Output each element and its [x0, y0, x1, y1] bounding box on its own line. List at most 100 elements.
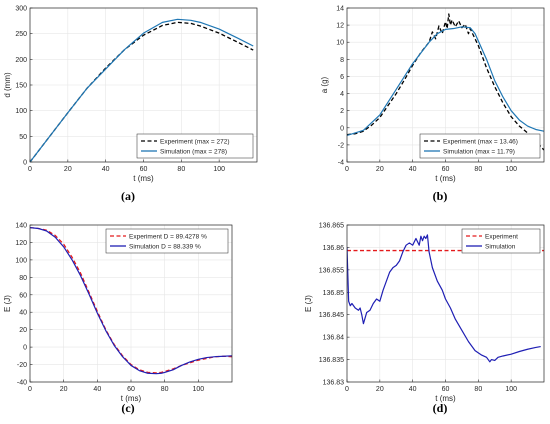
axes-box	[29, 7, 258, 163]
y-tick-label: 60	[19, 292, 27, 299]
legend-entry: Simulation (max = 11.79)	[443, 148, 515, 155]
legend-box	[461, 228, 541, 254]
legend-entry: Experiment D = 89.4278 %	[129, 233, 207, 240]
panel-4: 0 20 40 60 80 100 136.83 136.835 136.84 136.845 13…	[304, 223, 545, 415]
panel-2: 0 20 40 60 80 100 -4 -2 0 2 4 6 8 10 12 14 t (ms) a (g) Ex…	[320, 6, 545, 203]
y-tick-label: 136.835	[319, 357, 344, 364]
y-tick-label: 200	[15, 57, 27, 64]
panel-caption: (b)	[433, 189, 448, 203]
x-tick-label: 60	[140, 166, 148, 173]
y-tick-label: 0	[23, 160, 27, 167]
y-tick-label: 136.865	[319, 223, 344, 230]
x-tick-label: 80	[177, 166, 185, 173]
y-axis-label: d (mm)	[3, 72, 12, 98]
y-tick-label: 4	[340, 91, 344, 98]
legend: Experiment Simulation	[461, 228, 541, 254]
x-axis-label: t (ms)	[121, 394, 142, 403]
y-tick-label: -20	[17, 362, 27, 369]
axes-box	[29, 224, 233, 383]
panel-caption: (a)	[121, 189, 135, 203]
panel-caption: (c)	[121, 401, 134, 415]
panel-1: 0 20 40 60 80 100 0 50 100 150 200 250 300 t (ms) d (m…	[3, 6, 258, 203]
y-tick-label: 136.84	[323, 335, 345, 342]
x-tick-label: 100	[192, 386, 204, 393]
y-tick-label: -4	[338, 160, 344, 167]
y-axis-label: a (g)	[320, 76, 329, 93]
panel-caption: (d)	[433, 401, 448, 415]
y-tick-label: 50	[19, 134, 27, 141]
y-tick-label: 0	[340, 125, 344, 132]
axes-box	[346, 224, 545, 383]
legend-box	[419, 133, 541, 159]
y-tick-label: 250	[15, 31, 27, 38]
x-tick-label: 40	[93, 386, 101, 393]
legend-entry: Experiment (max = 272)	[160, 138, 230, 145]
x-axis-label: t (ms)	[435, 394, 456, 403]
legend-box	[105, 228, 229, 254]
y-axis-label: E (J)	[304, 295, 313, 312]
x-tick-label: 100	[213, 166, 225, 173]
x-tick-label: 0	[28, 166, 32, 173]
legend-entry: Simulation D = 88.339 %	[129, 243, 201, 250]
y-tick-label: 8	[340, 57, 344, 64]
y-tick-label: 2	[340, 108, 344, 115]
panel-3: 0 20 40 60 80 100 -40 -20 0 20 40 60 80 100 120 140 t (m…	[3, 223, 233, 415]
y-axis-label: E (J)	[3, 295, 12, 312]
x-tick-label: 0	[28, 386, 32, 393]
x-tick-label: 40	[409, 166, 417, 173]
x-tick-label: 40	[409, 386, 417, 393]
axes-box	[346, 7, 545, 163]
y-tick-label: 20	[19, 327, 27, 334]
series-line-2	[30, 18, 254, 162]
series-line-2	[347, 234, 541, 363]
x-axis-label: t (ms)	[435, 174, 456, 183]
legend: Experiment (max = 13.46) Simulation (max …	[419, 133, 541, 159]
legend-entry: Simulation (max = 278)	[160, 148, 227, 155]
x-tick-label: 20	[376, 166, 384, 173]
x-tick-label: 0	[345, 166, 349, 173]
series-line-1	[30, 226, 232, 374]
y-tick-label: 136.855	[319, 267, 344, 274]
series-line-1	[347, 13, 544, 151]
y-tick-label: 136.83	[323, 380, 345, 387]
x-tick-label: 20	[60, 386, 68, 393]
y-tick-label: 40	[19, 310, 27, 317]
x-tick-label: 80	[161, 386, 169, 393]
y-tick-label: 120	[15, 240, 27, 247]
x-tick-label: 20	[376, 386, 384, 393]
y-tick-label: 100	[15, 108, 27, 115]
y-tick-label: 150	[15, 83, 27, 90]
x-tick-label: 60	[442, 166, 450, 173]
y-tick-label: 136.845	[319, 312, 344, 319]
x-tick-label: 60	[442, 386, 450, 393]
x-tick-label: 60	[127, 386, 135, 393]
x-tick-label: 80	[474, 386, 482, 393]
y-tick-label: 10	[336, 40, 344, 47]
legend: Experiment D = 89.4278 % Simulation D = 8…	[105, 228, 229, 254]
series-line-2	[347, 26, 544, 137]
x-tick-label: 100	[505, 166, 517, 173]
series-line-2	[30, 227, 232, 375]
y-tick-label: 14	[336, 6, 344, 13]
y-tick-label: -2	[338, 142, 344, 149]
x-tick-label: 100	[505, 386, 517, 393]
x-tick-label: 20	[64, 166, 72, 173]
y-tick-label: 140	[15, 223, 27, 230]
x-tick-label: 80	[474, 166, 482, 173]
x-tick-label: 0	[345, 386, 349, 393]
y-tick-label: 80	[19, 275, 27, 282]
y-tick-label: 136.86	[323, 245, 345, 252]
legend: Experiment (max = 272) Simulation (max = …	[136, 133, 254, 159]
y-tick-label: 300	[15, 6, 27, 13]
y-tick-label: 0	[23, 345, 27, 352]
y-tick-label: -40	[17, 380, 27, 387]
legend-box	[136, 133, 254, 159]
legend-entry: Experiment (max = 13.46)	[443, 138, 518, 145]
x-tick-label: 40	[102, 166, 110, 173]
x-axis-label: t (ms)	[133, 174, 154, 183]
y-tick-label: 12	[336, 23, 344, 30]
y-tick-label: 100	[15, 257, 27, 264]
y-tick-label: 6	[340, 74, 344, 81]
legend-entry: Experiment	[485, 233, 518, 240]
